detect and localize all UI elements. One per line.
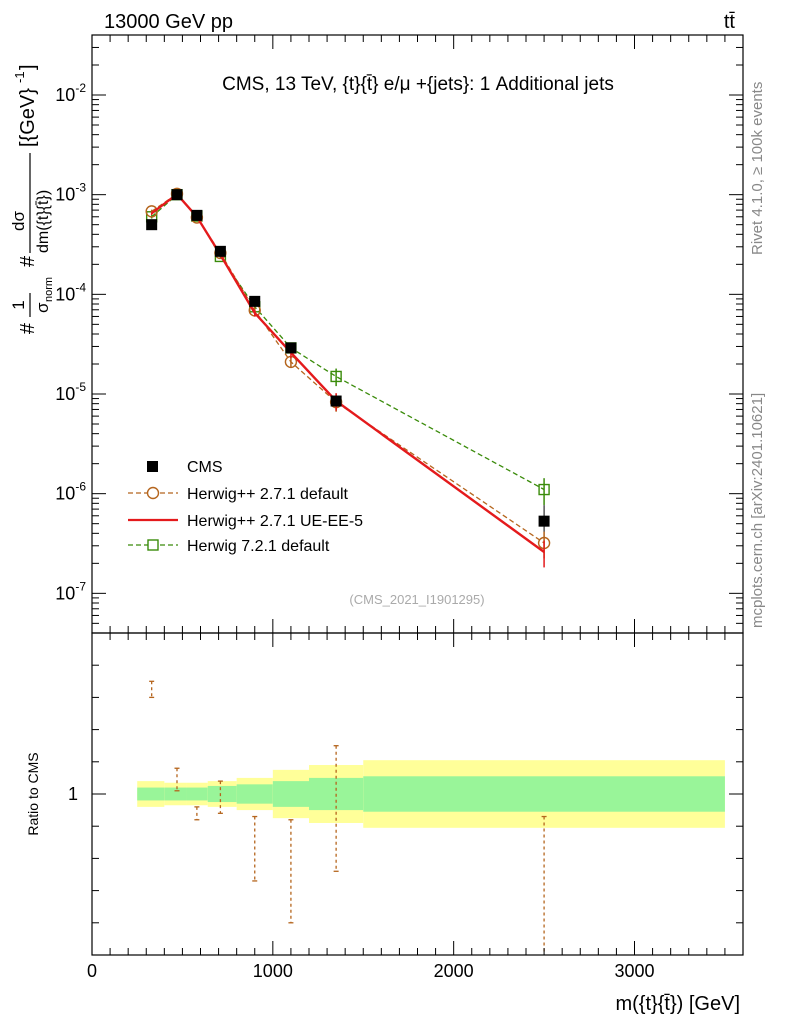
main-ytick-label: 10-2 — [55, 81, 86, 105]
main-ytick-label: 10-3 — [55, 181, 86, 205]
legend-label-herwigpp-ueee5: Herwig++ 2.7.1 UE-EE-5 — [187, 513, 363, 530]
ratio-xlabel: m({t}{t̄}) [GeV] — [615, 993, 740, 1015]
xlabel-m: m({t}{ — [615, 993, 664, 1015]
xlabel-close: }) [GeV] — [670, 993, 740, 1015]
legend-label-herwig7-default: Herwig 7.2.1 default — [187, 538, 330, 555]
ylabel-hash: # — [17, 322, 39, 334]
ratio-band-stat — [363, 776, 725, 812]
series-point-3 — [330, 370, 342, 383]
process-label: 13000 GeV pp — [104, 11, 233, 33]
ratio-panel: 0 1000 2000 3000 1 Ratio to CMS m({t}{t̄}) [… — [25, 632, 744, 1015]
ratio-frame — [91, 632, 744, 956]
xlabel-tbar: t̄ — [664, 993, 670, 1015]
series-point-0 — [191, 209, 203, 221]
ylabel-one: 1 — [9, 300, 28, 309]
ratio-band-stat — [137, 787, 165, 801]
main-panel: 10-7 10-6 10-5 10-4 10-3 10-2 CMS, 13 TeV, {t… — [9, 34, 744, 634]
legend-label-cms: CMS — [187, 459, 223, 476]
series-point-0 — [146, 219, 158, 231]
legend-marker-herwig7-default — [147, 539, 159, 551]
legend: CMS Herwig++ 2.7.1 default Herwig++ 2.7.… — [128, 459, 363, 555]
ratio-ylabel: Ratio to CMS — [25, 752, 41, 835]
ylabel-dsigma: dσ — [9, 211, 28, 231]
legend-entry-herwigpp-default: Herwig++ 2.7.1 default — [128, 486, 349, 503]
ylabel-hash-2: # — [17, 255, 39, 267]
ratio-xtick-label: 1000 — [253, 961, 293, 981]
ylabel-unit-close: ] — [17, 64, 39, 70]
ylabel-unit: [{GeV} — [17, 88, 39, 147]
ratio-band-stat — [236, 784, 273, 804]
series-point-0 — [249, 295, 261, 307]
series-point-3 — [538, 483, 550, 496]
series-point-0 — [330, 395, 342, 407]
legend-marker-cms — [147, 461, 158, 472]
ylabel-norm: norm — [43, 277, 55, 302]
ratio-xtick-label: 3000 — [614, 961, 654, 981]
main-title: CMS, 13 TeV, {t}{t̄} e/μ +{jets}: 1 Addi… — [222, 74, 614, 95]
ratio-ytick-label: 1 — [68, 784, 78, 804]
watermark: (CMS_2021_I1901295) — [349, 592, 484, 607]
rivet-label: Rivet 4.1.0, ≥ 100k events — [749, 82, 766, 255]
ratio-xtick-label: 2000 — [434, 961, 474, 981]
ylabel-dm: dm({t}{t̄}) — [35, 190, 52, 253]
main-ytick-label: 10-5 — [55, 380, 86, 404]
main-ytick-label: 10-7 — [55, 579, 86, 603]
ylabel-sigma: σ — [33, 302, 52, 313]
series-point-1 — [145, 205, 158, 218]
svg-text:m({t}{t̄}) [GeV]: m({t}{t̄}) [GeV] — [615, 993, 740, 1015]
main-ytick-label: 10-4 — [55, 280, 86, 304]
series-point-0 — [214, 245, 226, 257]
legend-marker-herwigpp-default — [146, 486, 160, 500]
particle-label: tt̄ — [724, 11, 736, 33]
main-ylabel: # 1 σ norm # dσ dm({t}{t̄}) [{GeV} -1 ] — [9, 64, 55, 334]
ratio-band-stat — [186, 787, 208, 801]
series-point-0 — [538, 515, 550, 527]
ylabel-unit-exp: -1 — [12, 71, 27, 83]
main-ytick-label: 10-6 — [55, 480, 86, 504]
ratio-band-stat — [272, 781, 309, 807]
source-label: mcplots.cern.ch [arXiv:2401.10621] — [749, 393, 766, 628]
legend-entry-herwig7-default: Herwig 7.2.1 default — [128, 538, 330, 555]
legend-entry-cms: CMS — [147, 459, 223, 476]
series-point-0 — [285, 342, 297, 354]
ratio-band-stat — [207, 785, 237, 803]
series-point-0 — [171, 189, 183, 201]
legend-label-herwigpp-default: Herwig++ 2.7.1 default — [187, 486, 349, 503]
legend-entry-herwigpp-ueee5: Herwig++ 2.7.1 UE-EE-5 — [128, 513, 363, 530]
ratio-band-stat — [164, 787, 187, 801]
ratio-xtick-label: 0 — [87, 961, 97, 981]
